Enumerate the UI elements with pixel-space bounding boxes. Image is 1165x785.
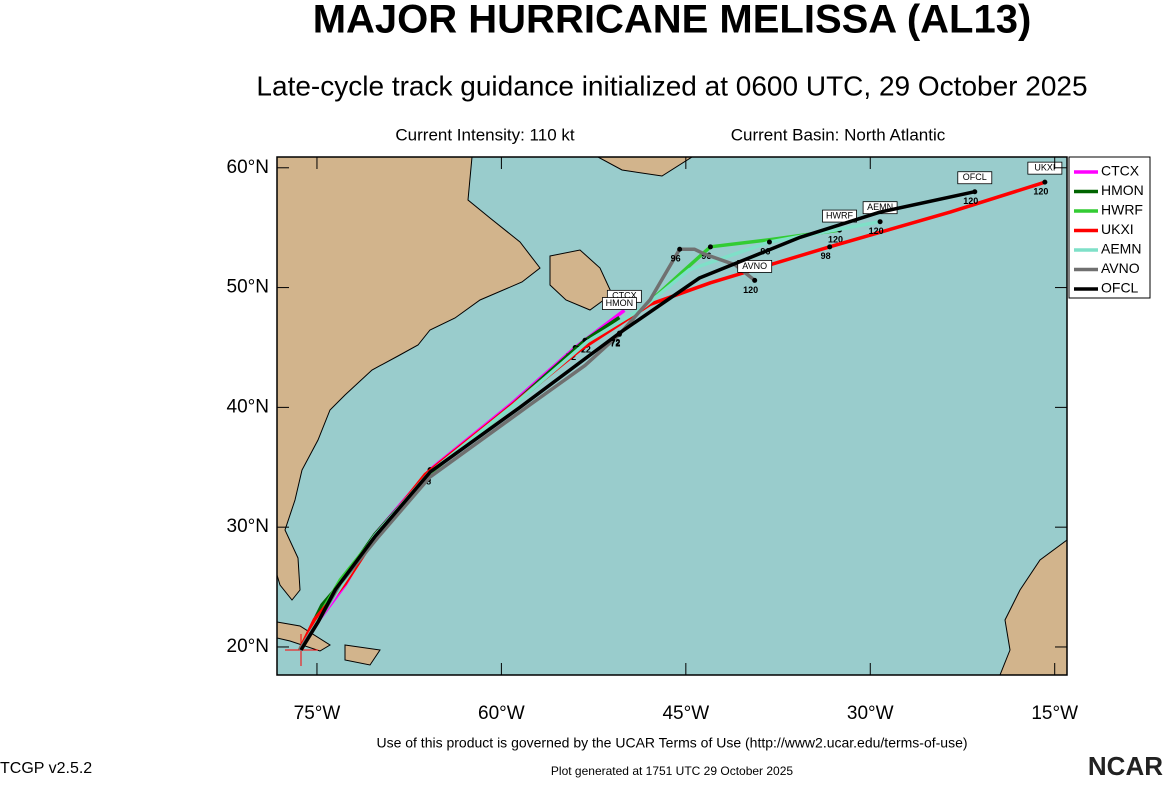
tracks: 4872CTCX4872HMON7296120HWRF98120UKXI9612… — [298, 161, 1063, 651]
legend-label: OFCL — [1101, 280, 1139, 296]
greenland — [597, 157, 693, 177]
track-label: HMON — [606, 298, 634, 308]
hispaniola — [344, 644, 381, 666]
logo: NCAR — [1088, 751, 1163, 780]
forecast-point — [827, 244, 833, 250]
map-frame — [276, 156, 1068, 676]
y-tick-label: 60°N — [227, 157, 269, 178]
forecast-point — [1042, 179, 1048, 185]
subtitle: Late-cycle track guidance initialized at… — [256, 70, 1087, 101]
x-tick-label: 60°W — [478, 703, 525, 724]
intensity: Current Intensity: 110 kt — [395, 125, 574, 144]
track-label: HWRF — [826, 210, 853, 220]
forecast-point — [616, 330, 622, 336]
track-label-box — [957, 171, 993, 185]
x-tick-label: 45°W — [662, 703, 709, 724]
forecast-hour: 72 — [610, 339, 620, 349]
track-label: AVNO — [742, 261, 767, 271]
forecast-point — [766, 239, 772, 245]
basin: Current Basin: North Atlantic — [731, 125, 946, 144]
track-label: AEMN — [867, 202, 893, 212]
forecast-hour: 120 — [869, 226, 884, 236]
legend-label: HWRF — [1101, 202, 1143, 218]
version: TCGP v2.5.2 — [0, 760, 92, 777]
track-label-box — [737, 259, 773, 273]
forecast-point — [877, 219, 883, 225]
generated: Plot generated at 1751 UTC 29 October 20… — [551, 764, 793, 778]
land — [277, 157, 1067, 675]
track-label: CTCX — [612, 291, 637, 301]
legend-label: AVNO — [1101, 260, 1140, 276]
track-label-box — [822, 209, 857, 223]
cuba — [277, 621, 331, 652]
legend-label: UKXI — [1101, 221, 1134, 237]
title: MAJOR HURRICANE MELISSA (AL13) — [313, 0, 1032, 42]
forecast-hour: 72 — [581, 345, 591, 355]
forecast-hour: 120 — [828, 234, 843, 244]
forecast-point — [707, 244, 713, 250]
newfoundland — [549, 249, 613, 311]
legend-label: HMON — [1101, 182, 1144, 198]
forecast-hour: 96 — [671, 254, 681, 264]
y-tick-label: 40°N — [227, 396, 269, 417]
x-tick-label: 30°W — [847, 703, 894, 724]
forecast-hour: 120 — [1033, 187, 1048, 197]
legend-label: CTCX — [1101, 163, 1140, 179]
x-tick-label: 75°W — [294, 703, 341, 724]
forecast-hour: 72 — [610, 337, 620, 347]
y-tick-label: 30°N — [227, 516, 269, 537]
legend — [1068, 156, 1151, 299]
track-label: UKXI — [1034, 163, 1055, 173]
forecast-point — [972, 189, 978, 195]
forecast-hour: 120 — [963, 196, 978, 206]
forecast-hour: 120 — [743, 285, 758, 295]
x-tick-label: 15°W — [1031, 703, 1078, 724]
y-tick-label: 50°N — [227, 277, 269, 298]
terms: Use of this product is governed by the U… — [376, 735, 967, 751]
track-label-box — [602, 297, 637, 310]
legend-label: AEMN — [1101, 241, 1141, 257]
forecast-point — [677, 246, 683, 252]
y-tick-label: 20°N — [227, 636, 269, 657]
africa — [999, 539, 1067, 675]
forecast-hour: 98 — [821, 251, 831, 261]
north-america — [277, 157, 541, 601]
track — [299, 189, 976, 651]
forecast-point — [752, 277, 758, 283]
track-label: OFCL — [963, 172, 987, 182]
